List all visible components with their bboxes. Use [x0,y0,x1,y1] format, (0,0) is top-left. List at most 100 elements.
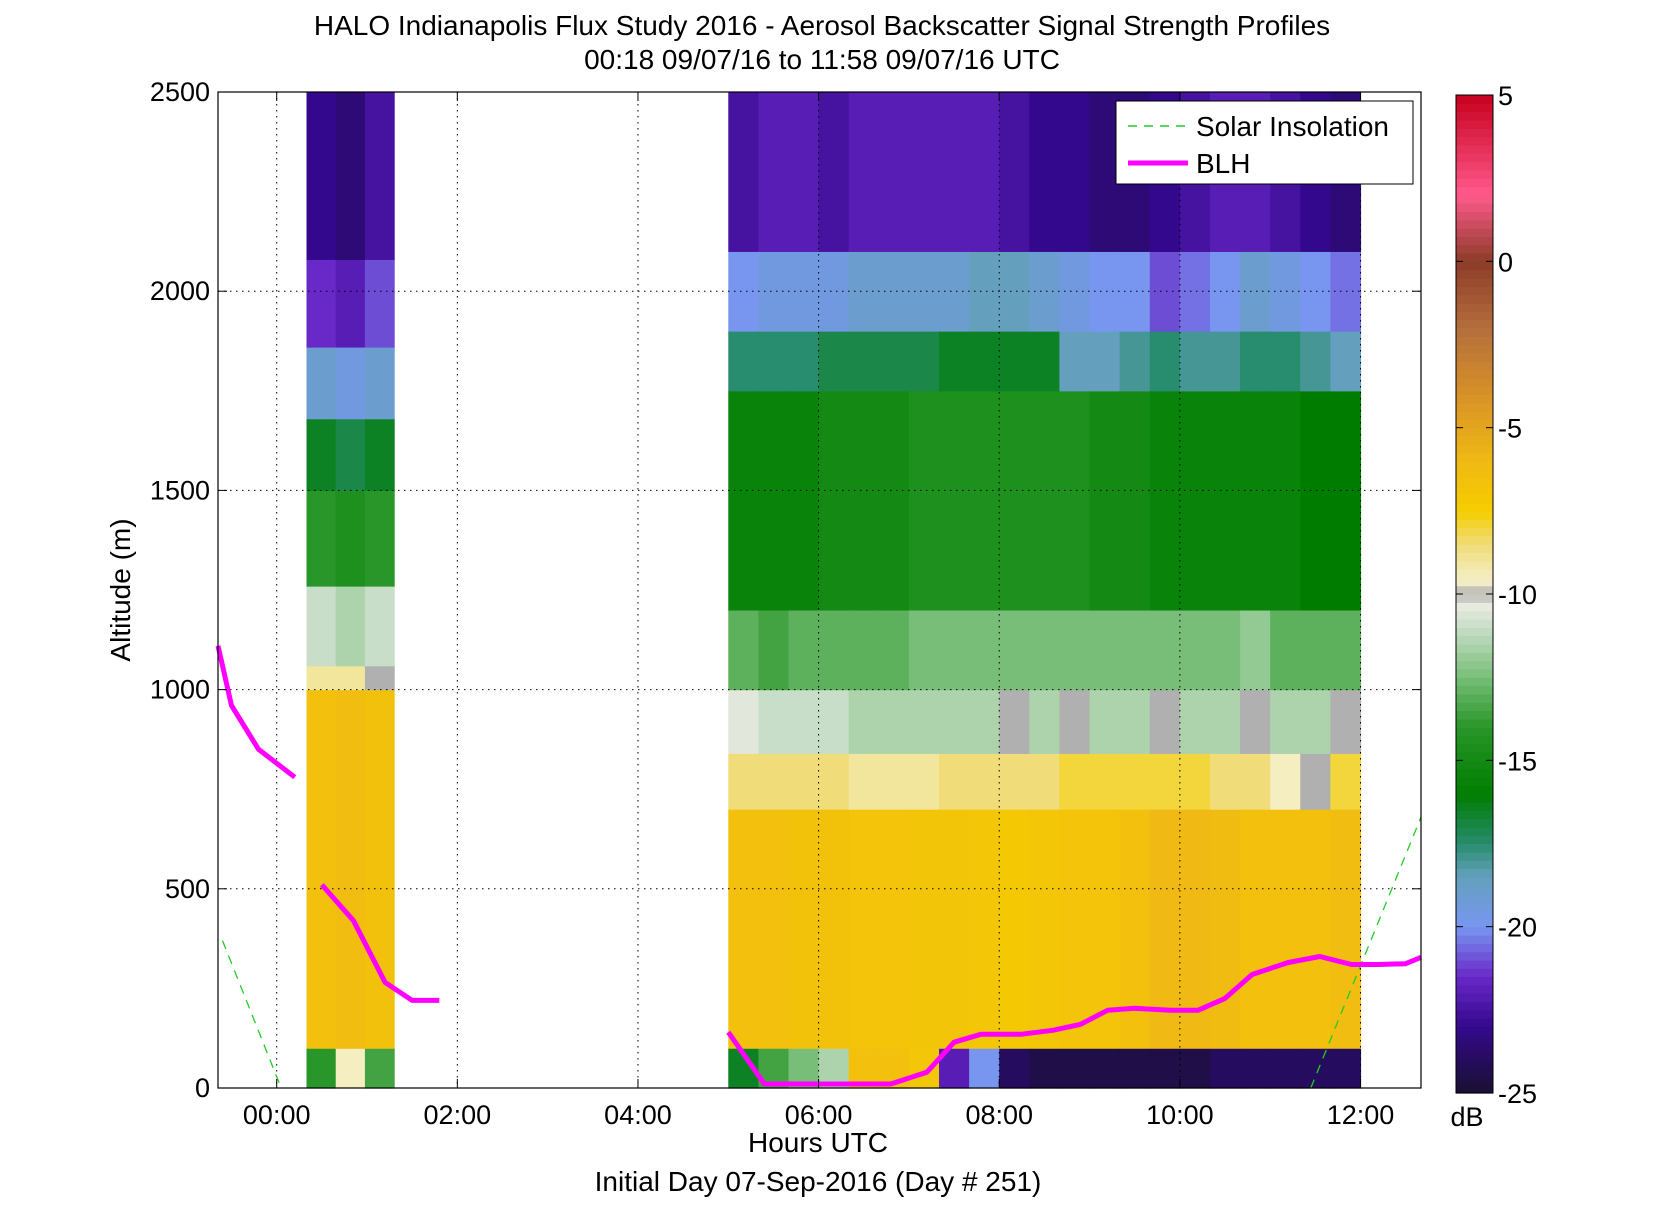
colorbar-band-23 [1456,893,1493,903]
heatmap-cell-b1-c6-s4 [908,609,940,691]
y-tick-label-1: 500 [165,874,210,904]
heatmap-cell-b1-c0-s7 [728,251,759,332]
heatmap-cell-b0-c0-s6 [306,346,337,420]
colorbar-band-105 [1456,211,1493,221]
heatmap-cell-b1-c12-s2 [1089,753,1121,810]
colorbar-band-65 [1456,544,1493,554]
colorbar-band-115 [1456,128,1493,138]
colorbar-band-50 [1456,668,1493,678]
heatmap-cell-b1-c6-s2 [908,753,940,810]
heatmap-cell-b1-c20-s6 [1330,331,1362,392]
heatmap-cell-b0-c0-s2 [306,665,337,691]
heatmap-cell-b1-c9-s4 [999,609,1030,691]
y-axis-label: Altitude (m) [105,518,136,661]
heatmap-cell-b0-c0-s5 [306,418,337,491]
colorbar-band-28 [1456,851,1493,861]
heatmap-cell-b1-c19-s0 [1300,1048,1331,1089]
heatmap-cell-b1-c7-s7 [939,251,970,332]
heatmap-cell-b1-c12-s3 [1089,689,1121,754]
series-solar-segment-1 [1310,816,1422,1089]
heatmap-cell-b1-c18-s3 [1270,689,1301,754]
heatmap-cell-b1-c3-s6 [818,331,850,392]
heatmap-cell-b1-c8-s4 [969,609,1000,691]
heatmap-cell-b1-c12-s0 [1089,1048,1121,1089]
heatmap-cell-b1-c11-s2 [1059,753,1091,810]
heatmap-cell-b1-c7-s3 [939,689,970,754]
heatmap-cell-b1-c2-s8 [788,92,820,252]
y-tick-label-4: 2000 [150,276,210,306]
heatmap-cell-b1-c7-s8 [939,92,970,252]
heatmap-cell-b1-c14-s5 [1149,390,1181,611]
colorbar-band-9 [1456,1009,1493,1019]
colorbar-band-106 [1456,203,1493,213]
heatmap-cell-b1-c19-s6 [1300,331,1331,392]
heatmap-cell-b1-c1-s5 [758,390,790,611]
colorbar-band-69 [1456,510,1493,520]
heatmap-cell-b1-c1-s2 [758,753,790,810]
colorbar-band-22 [1456,901,1493,911]
heatmap-cell-b1-c11-s6 [1059,331,1091,392]
heatmap-cell-b1-c0-s2 [728,753,759,810]
heatmap-cell-b0-c0-s4 [306,490,337,587]
colorbar-band-29 [1456,843,1493,853]
heatmap-cell-b0-c0-s0 [306,1048,337,1089]
plot-frame [217,91,1422,1089]
heatmap-cell-b0-c2-s8 [364,92,395,260]
colorbar-band-4 [1456,1051,1493,1061]
heatmap-cell-b1-c18-s6 [1270,331,1301,392]
heatmap-cell-b1-c12-s6 [1089,331,1121,392]
heatmap-cell-b1-c8-s3 [969,689,1000,754]
colorbar-band-82 [1456,402,1493,412]
heatmap-cell-b1-c18-s0 [1270,1048,1301,1089]
heatmap-cell-b1-c16-s3 [1209,689,1241,754]
heatmap-cell-b0-c0-s1 [306,689,337,1049]
colorbar-band-30 [1456,835,1493,845]
colorbar-band-19 [1456,926,1493,936]
heatmap-cell-b1-c3-s5 [818,390,850,611]
colorbar-band-88 [1456,352,1493,362]
colorbar-band-16 [1456,951,1493,961]
colorbar-tick-label-0: 5 [1498,81,1513,111]
colorbar-band-74 [1456,469,1493,479]
heatmap-cell-b1-c15-s0 [1179,1048,1211,1089]
heatmap-cell-b1-c13-s3 [1119,689,1151,754]
x-axis-label-2: Initial Day 07-Sep-2016 (Day # 251) [595,1166,1042,1197]
x-tick-label-3: 06:00 [785,1100,853,1130]
heatmap-cell-b1-c3-s7 [818,251,850,332]
heatmap-cell-b1-c3-s1 [818,809,850,1049]
heatmap-cell-b1-c0-s1 [728,809,759,1049]
heatmap-cell-b1-c10-s6 [1029,331,1061,392]
heatmap-cell-b1-c9-s8 [999,92,1030,252]
heatmap-cell-b1-c3-s3 [818,689,850,754]
colorbar-band-10 [1456,1001,1493,1011]
y-tick-label-0: 0 [195,1073,210,1103]
heatmap-cell-b0-c2-s1 [364,689,395,1049]
heatmap-cell-b1-c1-s4 [758,609,790,691]
heatmap-cell-b1-c1-s7 [758,251,790,332]
heatmap-cell-b1-c10-s3 [1029,689,1061,754]
heatmap-cell-b1-c16-s0 [1209,1048,1241,1089]
heatmap-cell-b1-c17-s6 [1240,331,1271,392]
heatmap-cell-b1-c10-s5 [1029,390,1061,611]
legend-label-blh: BLH [1196,148,1250,179]
heatmap-cell-b0-c1-s3 [335,586,366,667]
heatmap-cell-b0-c2-s5 [364,418,395,491]
heatmap-cell-b1-c17-s0 [1240,1048,1271,1089]
heatmap-cell-b1-c8-s8 [969,92,1000,252]
heatmap-cell-b1-c10-s4 [1029,609,1061,691]
colorbar-band-78 [1456,435,1493,445]
heatmap-cell-b1-c20-s2 [1330,753,1362,810]
heatmap-cell-b1-c14-s2 [1149,753,1181,810]
heatmap-cell-b0-c2-s0 [364,1048,395,1089]
heatmap-cell-b1-c1-s8 [758,92,790,252]
heatmap-cell-b1-c20-s3 [1330,689,1362,754]
heatmap-cell-b1-c11-s8 [1059,92,1091,252]
heatmap-cell-b1-c6-s0 [908,1048,940,1089]
colorbar-label: dB [1450,1102,1483,1132]
legend-box [1115,100,1414,185]
colorbar-band-40 [1456,752,1493,761]
y-tick-label-3: 1500 [150,475,210,505]
heatmap-cell-b1-c6-s5 [908,390,940,611]
colorbar-band-68 [1456,519,1493,529]
